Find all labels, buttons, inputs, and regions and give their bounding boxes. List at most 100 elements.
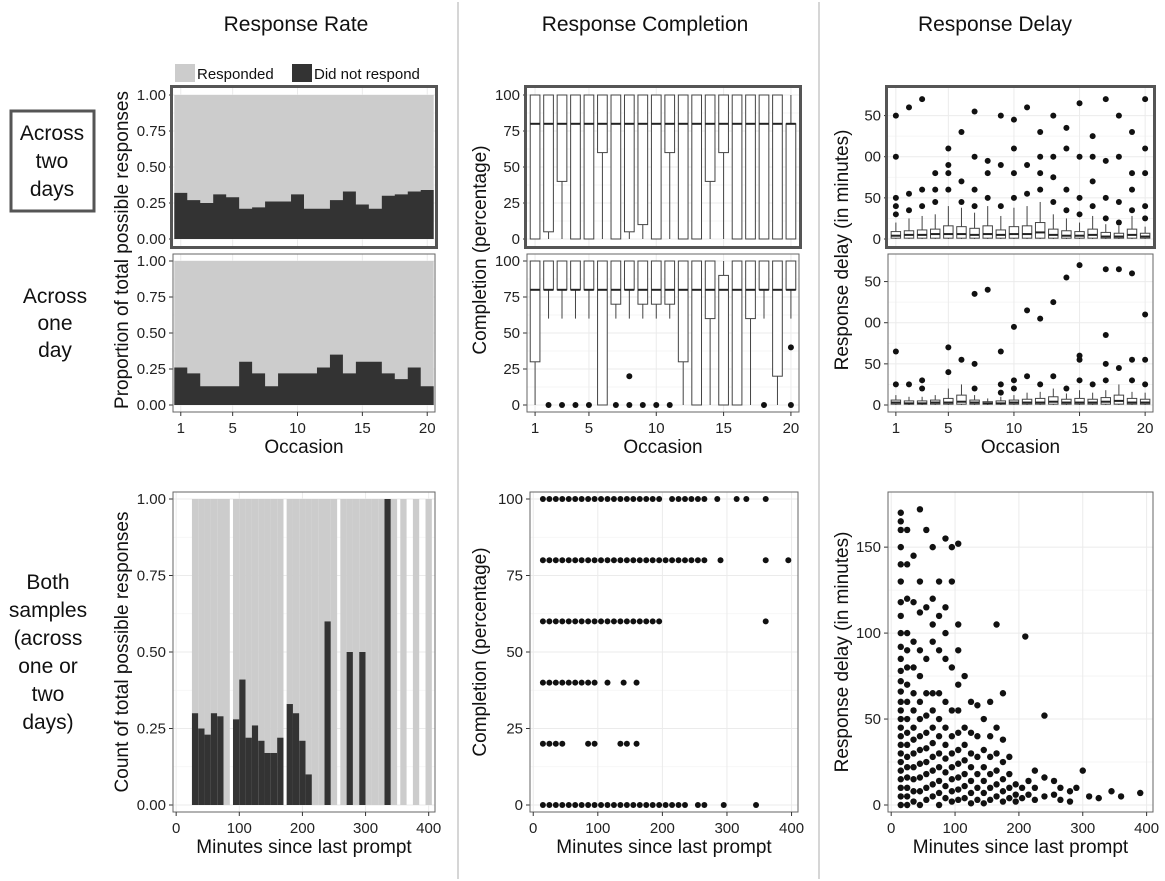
scatter-point <box>955 760 962 767</box>
scatter-point <box>1079 767 1086 774</box>
scatter-point <box>923 784 930 792</box>
scatter-point <box>897 678 904 685</box>
scatter-point <box>743 496 750 502</box>
x-tick-label: 0 <box>172 820 180 837</box>
x-tick-label: 10 <box>648 420 665 437</box>
box-outlier <box>1037 129 1044 136</box>
x-axis-label: Occasion <box>264 437 343 458</box>
scatter-point <box>897 655 904 663</box>
scatter-point <box>1066 798 1074 805</box>
scatter-point <box>585 740 592 747</box>
row-label-two-days-line-3: days <box>30 178 74 201</box>
box <box>1048 396 1059 405</box>
box-outlier <box>1024 161 1031 168</box>
box-outlier <box>1037 170 1044 177</box>
scatter-point <box>929 707 936 714</box>
scatter-point <box>897 733 904 740</box>
scatter-point <box>910 690 917 697</box>
bar-responded <box>390 499 398 805</box>
scatter-point <box>675 496 682 502</box>
box-outlier <box>559 402 566 408</box>
scatter-point <box>585 679 592 686</box>
y-tick-label: 0.50 <box>137 159 166 176</box>
scatter-point <box>935 690 943 697</box>
scatter-point <box>552 496 559 502</box>
y-tick-label: 50 <box>864 711 881 728</box>
scatter-point <box>986 698 994 706</box>
box <box>677 260 689 363</box>
scatter-point <box>967 763 975 771</box>
scatter-point <box>929 543 936 551</box>
scatter-point <box>681 496 688 502</box>
box-outlier <box>787 344 794 351</box>
x-tick-label: 5 <box>228 420 236 437</box>
scatter-point <box>1031 796 1039 804</box>
row-label-both-line-6: days) <box>22 711 73 734</box>
scatter-point <box>1025 777 1032 785</box>
scatter-point <box>910 736 917 743</box>
box-outlier <box>1089 153 1096 160</box>
scatter-point <box>617 802 624 808</box>
scatter-point <box>980 777 987 785</box>
box-outlier <box>1089 381 1096 388</box>
box-outlier <box>1102 157 1109 164</box>
column-title-response-completion: Response Completion <box>542 13 749 36</box>
y-tick-label: 25 <box>506 721 523 738</box>
box-outlier <box>1063 207 1070 214</box>
scatter-point <box>986 784 994 792</box>
scatter-point <box>610 496 617 502</box>
bar-not-responded <box>356 204 369 239</box>
scatter-point <box>598 557 605 564</box>
bar-not-responded <box>213 194 226 239</box>
bar-responded <box>191 499 199 714</box>
scatter-point <box>539 802 546 808</box>
scatter-point <box>1012 791 1019 798</box>
y-tick-label: 100 <box>856 625 881 642</box>
bar-responded <box>330 499 338 805</box>
scatter-point <box>694 496 701 502</box>
box <box>1113 394 1125 405</box>
scatter-point <box>630 557 637 564</box>
box-outlier <box>1142 356 1149 363</box>
box-outlier <box>892 112 899 119</box>
scatter-point <box>604 802 611 808</box>
scatter-point <box>1066 788 1074 795</box>
x-axis-label: Occasion <box>981 437 1060 458</box>
bar-not-responded <box>210 713 218 805</box>
scatter-point <box>993 621 1000 628</box>
scatter-point <box>591 802 598 808</box>
panel-rate-both: 0.00 0.25 0.50 0.75 1.00 0 100 200 300 400Minutes… <box>112 491 441 858</box>
x-tick-label: 5 <box>944 420 952 437</box>
box-outlier <box>1102 360 1109 367</box>
x-tick-label: 20 <box>1137 420 1154 437</box>
scatter-point <box>948 707 956 714</box>
scatter-point <box>1137 789 1144 797</box>
scatter-point <box>935 789 943 797</box>
bar-not-responded <box>239 679 246 805</box>
scatter-point <box>942 655 949 663</box>
scatter-point <box>974 796 981 804</box>
bar-not-responded <box>217 716 224 805</box>
scatter-point <box>572 618 579 625</box>
scatter-point <box>1050 777 1058 785</box>
box-outlier <box>1010 194 1017 201</box>
x-tick-label: 100 <box>943 820 968 837</box>
scatter-point <box>610 618 617 625</box>
box-outlier <box>787 402 794 408</box>
row-label-one-day-line-1: Across <box>23 285 87 308</box>
scatter-point <box>942 741 949 749</box>
scatter-point <box>675 802 682 808</box>
box-outlier <box>1142 215 1149 222</box>
scatter-point <box>929 793 936 800</box>
bar-responded <box>223 499 230 805</box>
scatter-point <box>916 801 924 809</box>
box-outlier <box>1115 364 1122 371</box>
y-tick-label: 50 <box>864 190 881 207</box>
box <box>637 94 649 226</box>
scatter-point <box>1012 798 1019 805</box>
scatter-point <box>916 788 924 795</box>
bar-not-responded <box>245 737 252 805</box>
x-tick-label: 1 <box>892 420 900 437</box>
box-outlier <box>1037 381 1044 388</box>
scatter-point <box>986 753 994 761</box>
